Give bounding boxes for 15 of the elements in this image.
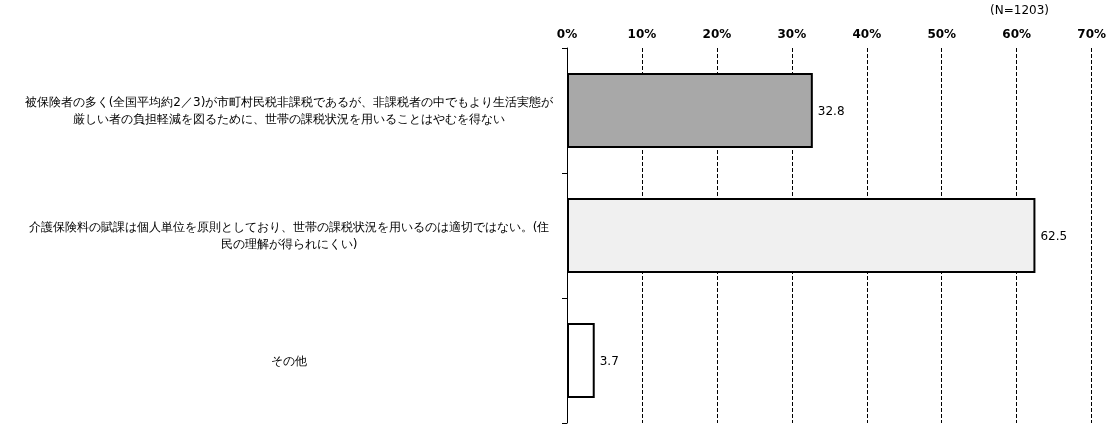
y-tick-label: その他	[271, 353, 307, 368]
x-tick-label: 40%	[852, 27, 882, 41]
x-tick-label: 30%	[777, 27, 807, 41]
x-tick-label: 20%	[702, 27, 732, 41]
data-label: 3.7	[599, 353, 619, 368]
x-tick-label: 0%	[556, 27, 578, 41]
data-label: 32.8	[817, 103, 845, 118]
y-tick-label: 介護保険料の賦課は個人単位を原則としており、世帯の課税状況を用いるのは適切ではない。(住民の理解が得られにくい)	[28, 220, 550, 251]
y-tick-label: 被保険者の多く(全国平均約2／3)が市町村民税非課税であるが、非課税者の中でもより生活実態が厳しい者の負担軽減を図るために、世帯の課税状況を用いることはやむを得ない	[24, 95, 555, 126]
x-tick-label: 60%	[1002, 27, 1032, 41]
x-tick-label: 10%	[627, 27, 657, 41]
data-label: 62.5	[1040, 228, 1068, 243]
x-tick-label: 70%	[1077, 27, 1107, 41]
text: (N=1203)	[990, 3, 1049, 17]
x-tick-label: 50%	[927, 27, 957, 41]
